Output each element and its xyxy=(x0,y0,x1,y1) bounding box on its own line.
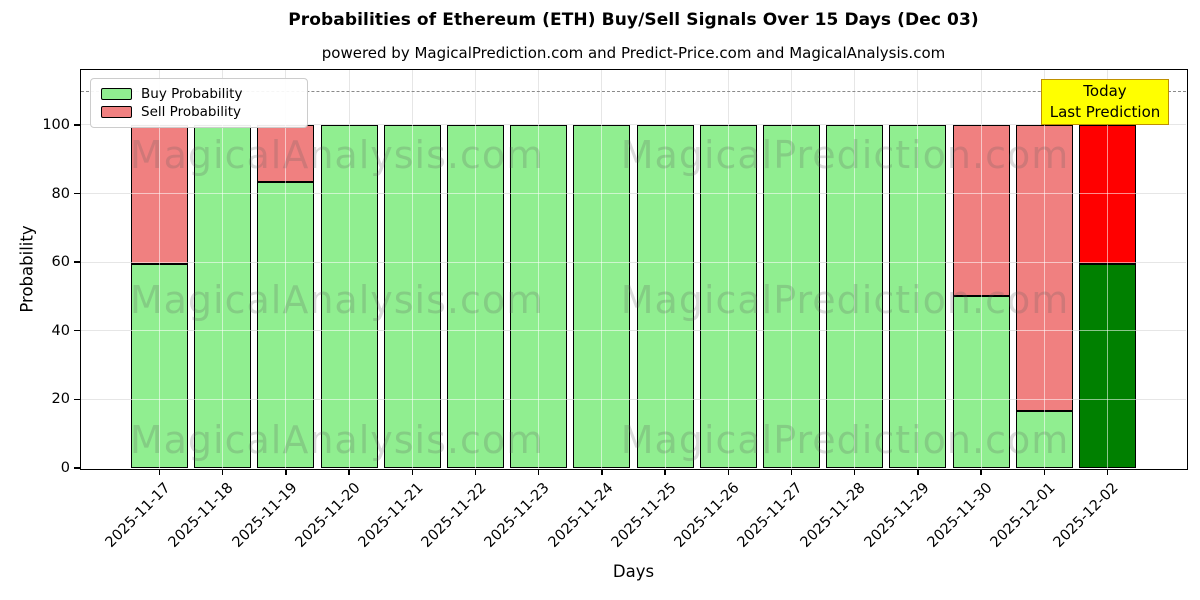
gridline-h-overlay xyxy=(81,124,1186,126)
x-tick-mark xyxy=(285,469,287,475)
legend-label-buy: Buy Probability xyxy=(141,86,243,102)
gridline-h-overlay xyxy=(81,261,1186,263)
gridline-h-overlay xyxy=(81,193,1186,195)
y-tick-label: 80 xyxy=(51,185,70,202)
gridline-v-overlay xyxy=(601,70,603,468)
gridline-v-overlay xyxy=(348,70,350,468)
x-tick-mark xyxy=(664,469,666,475)
x-tick-mark xyxy=(1043,469,1045,475)
x-tick-mark xyxy=(727,469,729,475)
watermark-text: MagicalAnalysis.com xyxy=(129,418,545,462)
x-axis-label: Days xyxy=(612,562,655,581)
y-tick-label: 0 xyxy=(60,460,70,476)
gridline-v-overlay xyxy=(222,70,224,468)
x-tick-label: 2025-11-22 xyxy=(418,480,490,551)
gridline-v-overlay xyxy=(854,70,856,468)
x-tick-mark xyxy=(222,469,224,475)
legend-label-sell: Sell Probability xyxy=(141,104,242,120)
x-tick-label: 2025-11-18 xyxy=(166,480,238,551)
legend-swatch-sell xyxy=(101,106,132,118)
x-tick-label: 2025-11-20 xyxy=(292,480,364,551)
chart-title: Probabilities of Ethereum (ETH) Buy/Sell… xyxy=(288,10,979,30)
today-annotation: Today Last Prediction xyxy=(1041,79,1169,125)
x-tick-label: 2025-11-21 xyxy=(355,480,427,551)
x-tick-label: 2025-11-29 xyxy=(861,480,933,551)
legend-item-sell: Sell Probability xyxy=(101,104,297,120)
watermark-text: MagicalAnalysis.com xyxy=(129,133,545,177)
x-tick-mark xyxy=(474,469,477,475)
y-tick-mark xyxy=(74,261,80,263)
x-tick-mark xyxy=(917,469,919,475)
x-tick-label: 2025-11-24 xyxy=(545,480,617,551)
x-tick-label: 2025-11-30 xyxy=(924,480,996,551)
legend: Buy Probability Sell Probability xyxy=(90,78,308,128)
gridline-v-overlay xyxy=(159,70,160,468)
x-tick-mark xyxy=(411,469,413,475)
y-tick-mark xyxy=(74,330,80,332)
x-tick-mark xyxy=(854,469,856,475)
gridline-v-overlay xyxy=(980,70,982,468)
chart-subtitle: powered by MagicalPrediction.com and Pre… xyxy=(321,44,946,62)
watermark-text: MagicalPrediction.com xyxy=(620,278,1070,322)
gridline-v-overlay xyxy=(1107,70,1108,468)
gridline-v-overlay xyxy=(727,70,729,468)
y-tick-mark xyxy=(74,398,80,401)
legend-swatch-buy xyxy=(101,88,132,100)
plot-area: MagicalAnalysis.com MagicalPrediction.com… xyxy=(79,68,1188,470)
y-tick-mark xyxy=(74,192,80,195)
x-tick-label: 2025-11-28 xyxy=(798,480,870,551)
x-tick-label: 2025-11-23 xyxy=(482,480,554,551)
gridline-v-overlay xyxy=(285,70,287,468)
gridline-h-overlay xyxy=(81,330,1186,332)
y-tick-label: 100 xyxy=(42,116,70,133)
gridline-v-overlay xyxy=(1043,70,1045,468)
grid-over xyxy=(81,70,1186,468)
gridline-v-overlay xyxy=(538,70,540,468)
x-tick-label: 2025-11-17 xyxy=(102,480,174,551)
x-tick-label: 2025-11-25 xyxy=(608,480,680,551)
x-tick-mark xyxy=(538,469,540,475)
watermark-text: MagicalPrediction.com xyxy=(620,418,1070,462)
threshold-dashed-line xyxy=(81,90,1186,92)
y-tick-label: 20 xyxy=(51,391,70,408)
x-tick-label: 2025-11-27 xyxy=(734,480,806,551)
gridline-v-overlay xyxy=(411,70,413,468)
x-tick-label: 2025-12-01 xyxy=(987,480,1059,551)
x-tick-label: 2025-11-26 xyxy=(671,480,743,551)
x-tick-label: 2025-11-19 xyxy=(229,480,301,551)
y-tick-label: 60 xyxy=(51,254,70,271)
legend-item-buy: Buy Probability xyxy=(101,86,297,102)
y-tick-mark xyxy=(74,467,80,469)
gridline-h-overlay xyxy=(81,398,1186,400)
x-tick-mark xyxy=(980,469,982,475)
watermark-text: MagicalAnalysis.com xyxy=(129,278,545,322)
gridline-v-overlay xyxy=(917,70,919,468)
x-tick-label: 2025-12-02 xyxy=(1050,480,1122,551)
x-tick-mark xyxy=(1106,469,1109,475)
x-tick-mark xyxy=(348,469,350,475)
y-tick-label: 40 xyxy=(51,322,70,339)
gridline-v-overlay xyxy=(475,70,476,468)
gridline-v-overlay xyxy=(664,70,666,468)
x-tick-mark xyxy=(790,469,793,475)
watermark-layer: MagicalAnalysis.com MagicalPrediction.com… xyxy=(81,70,1186,468)
y-tick-mark xyxy=(74,124,80,126)
x-tick-mark xyxy=(158,469,161,475)
gridline-v-overlay xyxy=(791,70,792,468)
today-annotation-line1: Today xyxy=(1083,82,1127,100)
watermark-text: MagicalPrediction.com xyxy=(620,133,1070,177)
x-tick-mark xyxy=(601,469,603,475)
today-annotation-line2: Last Prediction xyxy=(1049,103,1161,121)
